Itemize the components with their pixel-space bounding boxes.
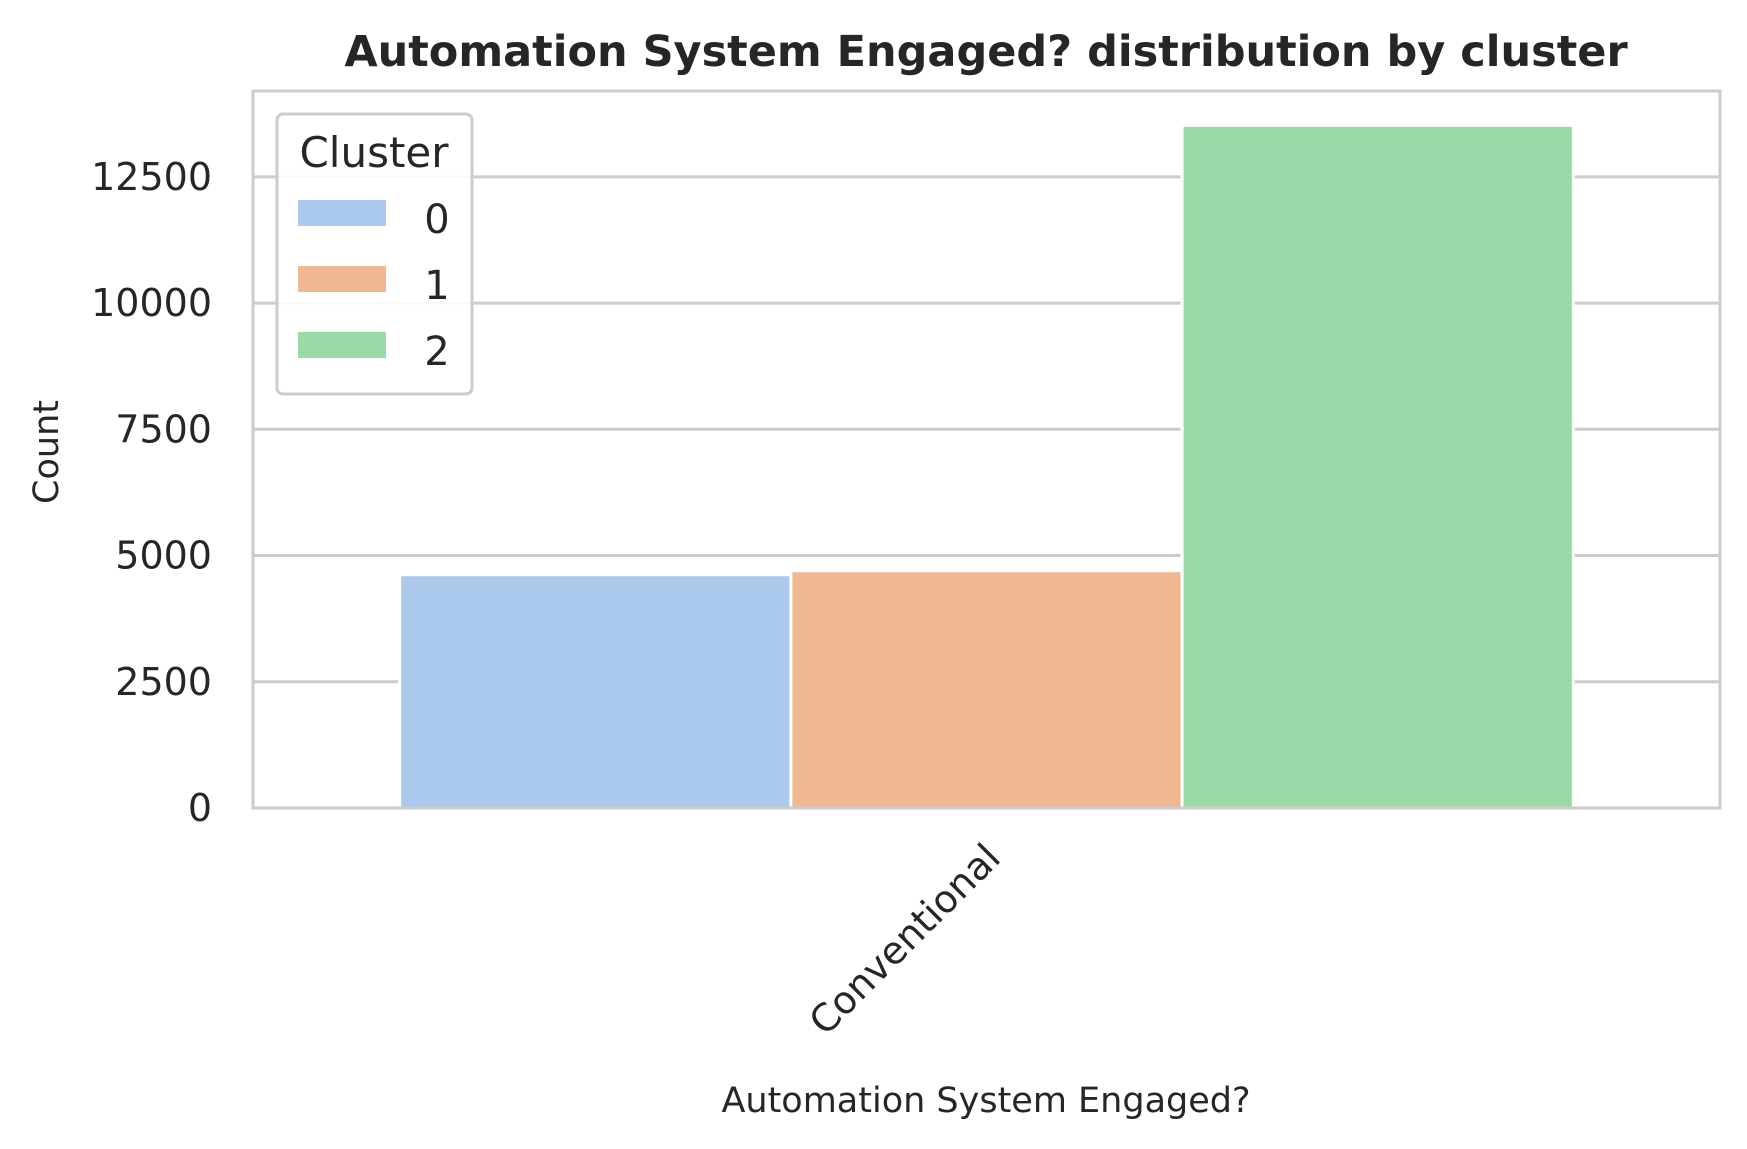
x-axis-ticks: Conventional bbox=[801, 835, 1009, 1043]
chart-title: Automation System Engaged? distribution … bbox=[344, 27, 1628, 77]
y-tick-label: 10000 bbox=[91, 281, 212, 325]
x-tick-label: Conventional bbox=[801, 835, 1009, 1043]
plot-frame bbox=[251, 89, 1722, 810]
bar-cluster-2 bbox=[1180, 123, 1575, 810]
legend-swatch-1 bbox=[298, 266, 386, 292]
legend-swatch-2 bbox=[298, 332, 386, 358]
y-axis-ticks: 0 2500 5000 7500 10000 12500 bbox=[91, 155, 212, 830]
y-tick-label: 12500 bbox=[91, 155, 212, 199]
legend-box bbox=[275, 112, 474, 396]
bars bbox=[398, 123, 1575, 810]
bar-cluster-0 bbox=[398, 573, 793, 810]
legend-swatch-0 bbox=[298, 200, 386, 226]
bar-cluster-1 bbox=[789, 569, 1184, 810]
legend-items: 0 1 2 bbox=[298, 197, 450, 375]
y-axis-label: Count bbox=[27, 400, 67, 504]
x-axis-label: Automation System Engaged? bbox=[721, 1081, 1250, 1121]
legend-label-0: 0 bbox=[424, 197, 449, 243]
y-tick-label: 7500 bbox=[115, 407, 212, 451]
y-tick-label: 2500 bbox=[115, 660, 212, 704]
legend-label-2: 2 bbox=[424, 329, 449, 375]
y-tick-label: 5000 bbox=[115, 534, 212, 578]
legend: Cluster 0 1 2 bbox=[275, 112, 474, 396]
legend-title: Cluster bbox=[299, 128, 449, 177]
legend-label-1: 1 bbox=[424, 263, 449, 309]
y-tick-label: 0 bbox=[188, 786, 212, 830]
